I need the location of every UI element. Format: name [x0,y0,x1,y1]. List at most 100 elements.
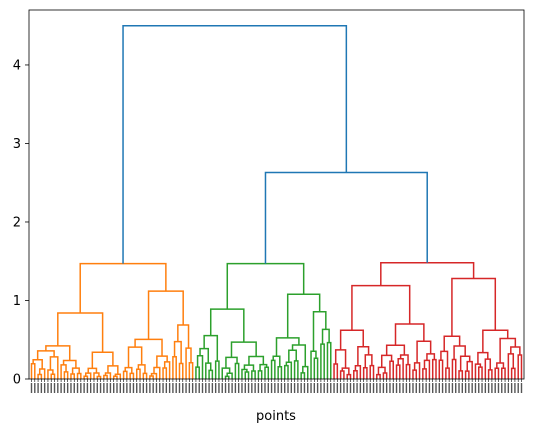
leaf-label-mark [339,383,342,393]
dendrogram-link [507,353,515,379]
leaf-label-mark [119,383,121,393]
leaf-label-mark [484,383,487,393]
leaf-label-mark [408,383,411,393]
dendrogram-link [484,358,492,379]
dendrogram-link [277,366,283,379]
leaf-label-mark [211,383,214,393]
dendrogram-link [399,354,409,365]
leaf-label-mark [346,383,348,393]
leaf-label-mark [336,383,339,393]
dendrogram-link [224,375,230,379]
leaf-label-mark [218,383,220,393]
leaf-label-mark [83,383,85,393]
leaf-label-mark [66,383,69,393]
leaf-label-mark [333,383,335,393]
leaf-label-mark [53,383,56,393]
dendrogram-link [310,350,317,379]
dendrogram-link [354,365,362,379]
leaf-label-mark [405,383,408,393]
leaf-label-mark [481,383,483,393]
leaf-label-mark [395,383,398,393]
leaf-label-mark [63,383,66,393]
dendrogram-link [251,370,256,379]
leaf-label-mark [122,383,125,393]
dendrogram-link [275,337,300,357]
leaf-label-mark [441,383,444,393]
dendrogram-link [50,373,56,379]
leaf-label-mark [514,383,516,393]
leaf-label-mark [182,383,184,393]
leaf-label-mark [267,383,269,393]
leaf-label-mark [224,383,227,393]
dendrogram-link [413,362,421,379]
dendrogram-link [93,372,100,379]
y-axis: 0 1 2 3 4 [13,58,29,388]
leaf-label-mark [60,383,62,393]
leaf-label-mark [451,383,454,393]
dendrogram-link [510,367,516,379]
leaf-label-mark [191,383,194,393]
leaf-label-mark [428,383,431,393]
dendrogram-link [79,262,167,314]
leaf-label-mark [435,383,437,393]
leaf-label-mark [379,383,381,393]
dendrogram-link [62,359,77,369]
leaf-label-mark [313,383,316,393]
dendrogram-link [285,361,293,379]
dendrogram-link [376,373,381,379]
dendrogram-link [83,375,89,379]
dendrogram-link [499,337,517,363]
dendrogram-link [243,364,255,371]
leaf-label-mark [353,383,355,393]
y-tick-label: 4 [13,58,21,73]
leaf-label-mark [228,383,230,393]
leaf-label-mark [254,383,256,393]
dendrogram-link [395,364,401,379]
dendrogram-link [320,343,325,379]
leaf-label-mark [458,383,460,393]
leaf-label-mark [251,383,253,393]
leaf-label-mark [303,383,306,393]
leaf-label-mark [80,383,82,393]
dendrogram-link [477,366,483,379]
leaf-label-mark [231,383,233,393]
leaf-label-mark [422,383,424,393]
dendrogram-link [389,360,394,379]
leaf-label-mark [326,383,329,393]
dendrogram-link [45,345,71,361]
dendrogram-link [122,370,128,379]
dendrogram-link [466,360,473,379]
leaf-label-mark [113,383,115,393]
leaf-label-mark [136,383,138,393]
leaf-label-mark [494,383,496,393]
leaf-label-mark [287,383,289,393]
dendrogram-link [501,367,506,379]
dendrogram-link [313,357,319,379]
leaf-label-mark [497,383,500,393]
y-tick-label: 2 [13,215,21,230]
dendrogram-link [264,366,270,379]
dendrogram-link [431,358,437,379]
dendrogram-link [177,324,190,349]
y-tick-label: 0 [13,373,21,388]
dendrogram-link [162,367,168,379]
leaf-label-mark [159,383,161,393]
leaf-label-mark [73,383,75,393]
leaf-label-mark [116,383,118,393]
leaf-label-mark [99,383,102,393]
leaf-label-mark [382,383,385,393]
dendrogram-link [163,361,171,379]
dendrogram-link [188,361,194,379]
leaf-label-mark [385,383,388,393]
dendrogram-link [85,372,92,379]
leaf-label-mark [293,383,296,393]
leaf-label-mark [517,383,519,393]
dendrogram-link [357,345,370,366]
leaf-label-mark [280,383,283,393]
dendrogram-link [369,364,375,379]
leaf-label-mark [47,383,49,393]
leaf-label-mark [162,383,164,393]
dendrogram-link [474,363,482,379]
dendrogram-links [30,24,523,379]
dendrogram-link [477,351,489,365]
